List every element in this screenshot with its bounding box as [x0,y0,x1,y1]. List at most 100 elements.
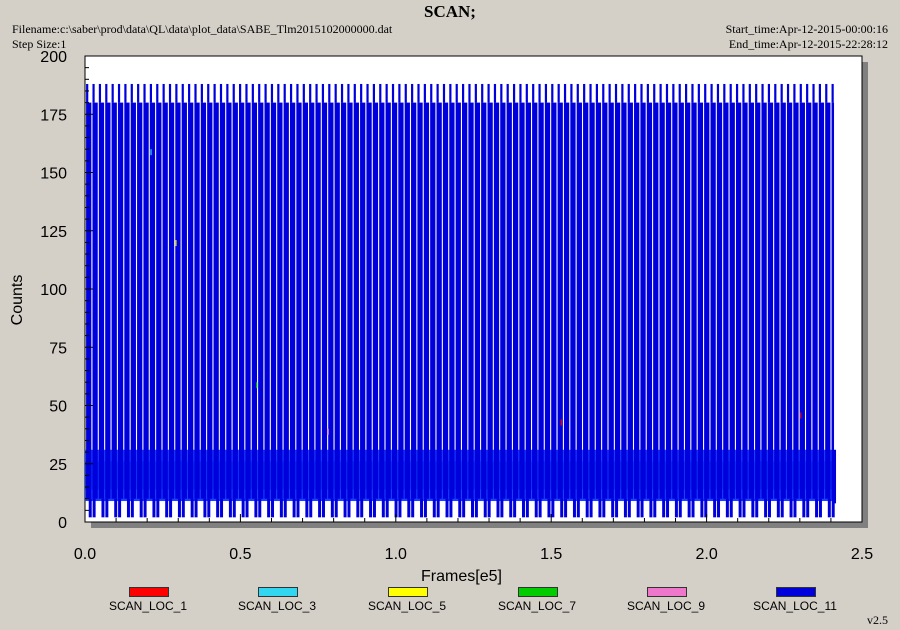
series-peak-spike [583,83,586,103]
series-cycle-block [143,102,149,499]
series-cycle-block [646,102,653,499]
series-cycle-block [589,102,595,499]
y-tick-label: 75 [49,340,67,357]
series-peak-spike [219,83,223,103]
series-trace-speck [255,382,258,389]
series-cycle-block [328,102,334,499]
series-cycle-block [614,102,621,499]
series-peak-spike [251,83,254,103]
series-cycle-block [398,102,404,499]
series-dip [165,498,169,518]
series-cycle-block [563,102,570,499]
series-cycle-block [360,102,366,499]
series-peak-spike [239,83,242,103]
version-label: v2.5 [867,613,888,627]
series-peak-spike [557,83,560,103]
series-peak-spike [608,83,611,103]
series-peak-spike [812,83,815,103]
series-peak-spike [806,83,809,103]
y-axis-label: Counts [9,275,26,326]
series-dip [751,498,755,518]
series-dip [241,498,245,518]
series-cycle-block [270,102,277,499]
series-dip [767,498,771,518]
series-dip [691,498,695,518]
series-cycle-block [194,102,200,499]
series-dip [318,498,322,518]
series-peak-spike [111,83,114,103]
series-peak-spike [442,83,446,103]
series-trace-speck [150,149,152,156]
series-dip [232,498,236,518]
series-cycle-block [767,102,774,499]
y-tick-label: 50 [49,399,67,416]
series-dip [789,498,793,518]
series-dip [742,498,746,518]
series-dip [589,498,593,518]
series-cycle-block [780,102,786,499]
series-dip [245,498,249,518]
series-cycle-block [608,102,614,499]
series-peak-spike [646,83,649,103]
series-cycle-block [315,102,321,499]
series-peak-spike [576,83,579,103]
series-dip [662,498,666,518]
series-cycle-block [124,102,130,499]
series-peak-spike [627,83,630,103]
series-peak-spike [818,83,821,103]
series-peak-spike [162,83,165,103]
series-dip [381,498,385,518]
series-cycle-block [340,102,347,499]
series-peak-spike [283,83,286,103]
series-cycle-block [487,102,493,499]
series-peak-spike [302,83,305,103]
series-dip [356,498,360,518]
series-cycle-block [793,102,799,499]
series-peak-spike [168,83,172,103]
x-tick-label: 2.0 [695,546,717,563]
series-cycle-block [634,102,640,499]
series-peak-spike [226,83,229,103]
series-dip [827,498,831,518]
series-cycle-block [105,102,111,499]
series-peak-spike [398,83,401,103]
series-dip [713,498,717,518]
series-peak-spike [417,83,420,103]
series-cycle-block [525,102,531,499]
series-dip [471,498,475,518]
series-cycle-block [213,102,219,499]
series-cycle-block [831,102,835,499]
series-peak-spike [716,83,720,103]
series-cycle-block [583,102,589,499]
series-dip [738,498,742,518]
series-peak-spike [277,83,280,103]
series-cycle-block [532,102,538,499]
series-peak-spike [404,83,407,103]
series-dip [802,498,806,518]
series-peak-spike [723,83,726,103]
series-cycle-block [309,102,315,499]
series-dip [474,498,478,518]
legend-label: SCAN_LOC_7 [497,599,577,613]
series-peak-spike [755,83,758,103]
series-cycle-block [442,102,449,499]
series-peak-spike [506,83,509,103]
series-cycle-block [207,102,213,499]
series-peak-spike [430,83,433,103]
series-cycle-block [379,102,385,499]
series-cycle-block [493,102,500,499]
series-cycle-block [812,102,818,499]
series-peak-spike [532,83,535,103]
series-dip [793,498,797,518]
series-cycle-block [264,102,270,499]
series-cycle-block [302,102,308,499]
series-cycle-block [181,102,187,499]
series-dip [717,498,721,518]
series-dip [181,498,185,518]
series-dip [636,498,640,518]
series-cycle-block [404,102,410,499]
series-peak-spike [519,83,522,103]
series-dip [725,498,729,518]
series-cycle-block [799,102,805,499]
